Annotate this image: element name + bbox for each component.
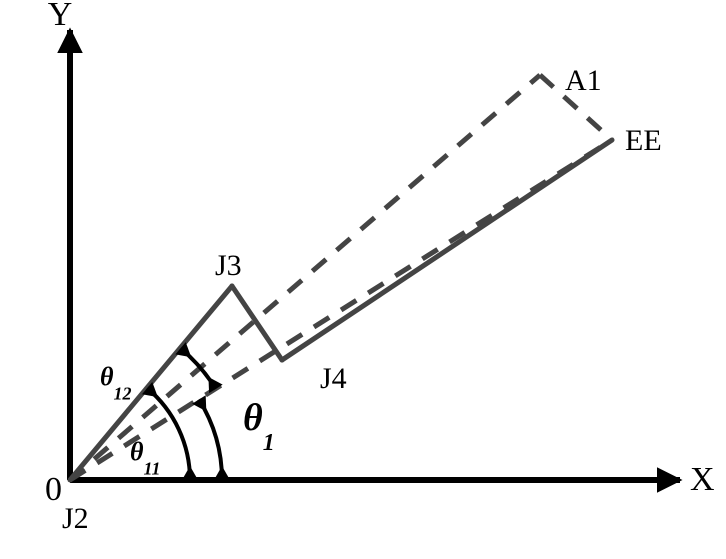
angle-arrowhead-theta1: [182, 466, 198, 480]
angle-arc-theta11: [199, 399, 222, 480]
node-label-J4: J4: [320, 362, 347, 395]
x-axis-label: X: [690, 461, 715, 498]
angle-label-theta11: θ11: [130, 437, 161, 479]
node-label-EE: EE: [625, 124, 662, 157]
edge-dashed-J2-EE: [70, 140, 612, 480]
node-label-A1: A1: [565, 64, 602, 97]
edge-dashed-J2-A1: [70, 75, 540, 480]
node-label-J2: J2: [62, 502, 89, 535]
y-axis-label: Y: [48, 0, 73, 33]
angle-label-theta12: θ12: [100, 362, 132, 404]
node-label-J3: J3: [215, 249, 242, 282]
angle-arrowhead-theta11: [192, 395, 206, 411]
edge-solid-J2-J3: [70, 286, 232, 480]
origin-label: 0: [45, 471, 62, 508]
edge-solid-J4-EE: [282, 140, 612, 360]
angle-arrowhead-theta11: [214, 466, 230, 480]
angle-label-theta1: θ1: [243, 397, 275, 456]
edge-solid-J3-J4: [232, 286, 282, 360]
